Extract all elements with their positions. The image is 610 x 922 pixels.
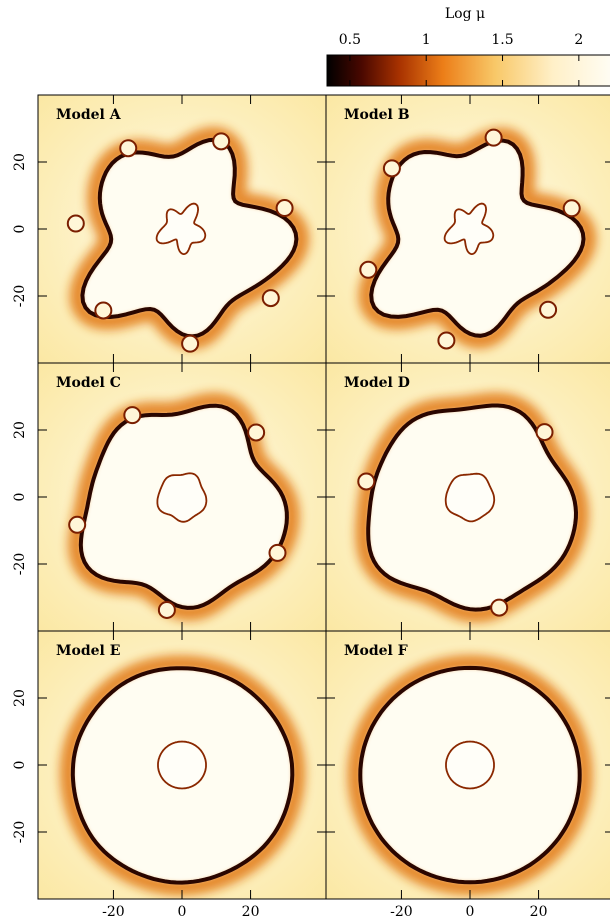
satellite-blob [359,260,378,279]
panel-image [326,363,610,631]
critical-curve [80,137,299,339]
panel-image [38,631,326,899]
x-tick-label: 20 [242,904,260,920]
panel-label: Model A [56,107,122,123]
critical-curve [369,138,586,338]
colorbar-tick-label: 1 [422,32,431,48]
y-tick-label: 20 [12,421,28,439]
colorbar-tick-label: 0.5 [339,32,361,48]
x-tick-label: 0 [466,904,475,920]
colorbar-tick-label: 1.5 [491,32,513,48]
satellite-blob [157,600,176,619]
inner-critical-curve [444,472,496,523]
inner-critical-curve [157,740,207,790]
satellite-blob [66,214,85,233]
satellite-blob [382,159,401,178]
x-tick-label: -20 [390,904,413,920]
y-tick-label: -20 [12,285,28,308]
satellite-blob [357,472,376,491]
x-tick-label: 20 [530,904,548,920]
inner-critical-curve [156,472,208,523]
panel: Model D [325,362,610,632]
y-tick-label: 0 [12,225,28,234]
y-tick-label: 0 [12,493,28,502]
panels: Model A -20 0 20 Model B Model C -20 0 20 Model D… [12,94,610,920]
satellite-blob [535,423,554,442]
satellite-blob [490,598,509,617]
panel-image [326,631,610,899]
satellite-blob [181,334,200,353]
colorbar [326,54,610,87]
inner-critical-curve [155,202,207,256]
colorbar-tick-label: 2 [574,32,583,48]
satellite-blob [261,289,280,308]
satellite-blob [212,132,231,151]
satellite-blob [484,128,503,147]
panel-image [38,95,326,363]
panel-label: Model E [56,643,120,659]
x-tick-label: -20 [102,904,125,920]
critical-curve [366,403,579,612]
satellite-blob [562,199,581,218]
y-tick-label: -20 [12,821,28,844]
critical-curve [70,666,295,885]
satellite-blob [268,543,287,562]
satellite-blob [539,300,558,319]
satellite-blob [123,406,142,425]
critical-curve [78,403,289,610]
satellite-blob [119,139,138,158]
inner-critical-curve [443,202,495,256]
panel-label: Model F [344,643,408,659]
panel: Model C -20 0 20 [12,362,327,632]
panel: Model A -20 0 20 [12,94,327,364]
panel-image [38,363,326,631]
inner-critical-curve [445,740,495,790]
y-tick-label: -20 [12,553,28,576]
panel-image [326,95,610,363]
x-tick-label: 0 [178,904,187,920]
panel-label: Model C [56,375,121,391]
panel: Model F -20 0 20 [325,630,610,920]
panel-label: Model D [344,375,410,391]
y-tick-label: 20 [12,689,28,707]
satellite-blob [437,331,456,350]
panel-label: Model B [344,107,410,123]
panel: Model E -20 0 20 -20 0 20 [12,630,327,920]
satellite-blob [68,515,87,534]
satellite-blob [94,301,113,320]
y-tick-label: 0 [12,761,28,770]
y-tick-label: 20 [12,153,28,171]
critical-curve [358,665,582,885]
panel: Model B [325,94,610,364]
satellite-blob [247,423,266,442]
satellite-blob [275,199,294,218]
colorbar-label: Log μ [445,6,485,22]
